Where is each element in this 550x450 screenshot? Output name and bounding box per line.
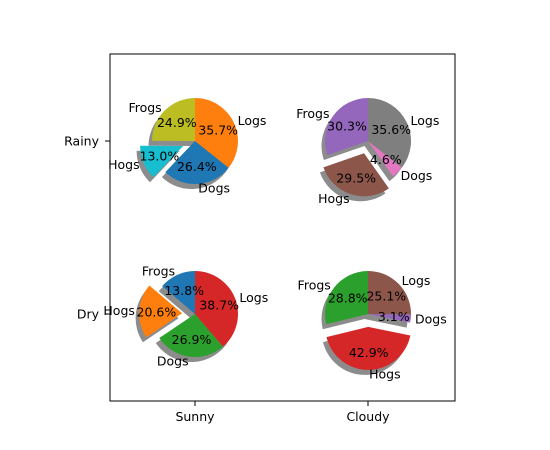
slice-percent-label-frogs: 13.8% [164,283,204,298]
slice-percent-label-frogs: 28.8% [328,291,368,306]
slice-hogs [323,153,389,197]
slice-dogs [368,314,411,323]
slice-name-label-frogs: Frogs [296,106,329,121]
slice-dogs [165,141,229,184]
slice-logs [195,271,239,347]
slice-name-label-dogs: Dogs [401,168,433,183]
pie-rainy-sunny: 24.9%Frogs 13.0%Hogs 26.4% Dogs 35.7%Logs [108,98,266,196]
slice-frogs [152,98,195,141]
slice-percent-label-dogs: 3.1% [378,309,410,324]
slice-logs [195,98,238,168]
slice-percent-label-frogs: 24.9% [157,115,197,130]
slice-name-label-logs: Logs [402,273,431,288]
slice-percent-label-dogs: 4.6% [370,152,402,167]
slice-percent-label-hogs: 42.9% [349,345,389,360]
slice-percent-label-logs: 25.1% [366,288,406,303]
slice-frogs [324,98,368,156]
slice-name-label-hogs: Hogs [318,191,350,206]
slice-name-label-frogs: Frogs [298,277,331,292]
slice-hogs [326,326,411,370]
slice-percent-label-dogs: 26.9% [172,332,212,347]
slice-name-label-logs: Logs [411,113,440,128]
slice-name-label-logs: Logs [238,113,267,128]
slice-name-label-hogs: Hogs [108,157,140,172]
slice-percent-label-hogs: 13.0% [140,149,180,164]
slice-percent-label-logs: 35.6% [371,122,411,137]
ytick-label-rainy: Rainy [64,134,99,149]
slice-name-label-dogs: Dogs [198,181,230,196]
slice-shadow-dogs [364,319,408,328]
slice-name-label-frogs: Frogs [128,100,161,115]
axes-frame [109,53,456,402]
slice-logs [368,97,412,168]
slice-percent-label-dogs: 26.4% [177,159,217,174]
slice-percent-label-hogs: 20.6% [137,304,177,319]
ytick-label-dry: Dry [77,307,100,322]
slice-name-label-frogs: Frogs [142,264,175,279]
slice-dogs [368,141,402,177]
pie-rainy-cloudy: 30.3%Frogs 29.5% Hogs 4.6%Dogs 35.6%Logs [296,97,440,206]
slice-name-label-logs: Logs [239,290,268,305]
slice-name-label-hogs: Hogs [103,303,135,318]
pie-dry-cloudy: 28.8%Frogs 42.9% Hogs 3.1% Dogs 25.1%Logs [298,271,447,382]
pie-dry-sunny: 13.8% Frogs 20.6%Hogs 26.9% Dogs 38.7% Logs [103,264,268,369]
slice-frogs [325,271,368,325]
slice-logs [368,271,412,315]
slice-name-label-dogs: Dogs [415,312,447,327]
slice-hogs [139,285,183,338]
slice-percent-label-hogs: 29.5% [336,170,376,185]
slice-percent-label-logs: 38.7% [199,298,239,313]
slice-percent-label-logs: 35.7% [198,122,238,137]
slice-name-label-hogs: Hogs [369,367,401,382]
xtick-label-cloudy: Cloudy [346,409,390,424]
slice-name-label-dogs: Dogs [157,353,189,368]
slice-frogs [162,271,195,314]
slice-hogs [140,145,184,178]
slice-percent-label-frogs: 30.3% [327,119,367,134]
xtick-label-sunny: Sunny [175,409,215,424]
slice-dogs [159,314,224,358]
slice-shadow-dogs [364,146,399,182]
